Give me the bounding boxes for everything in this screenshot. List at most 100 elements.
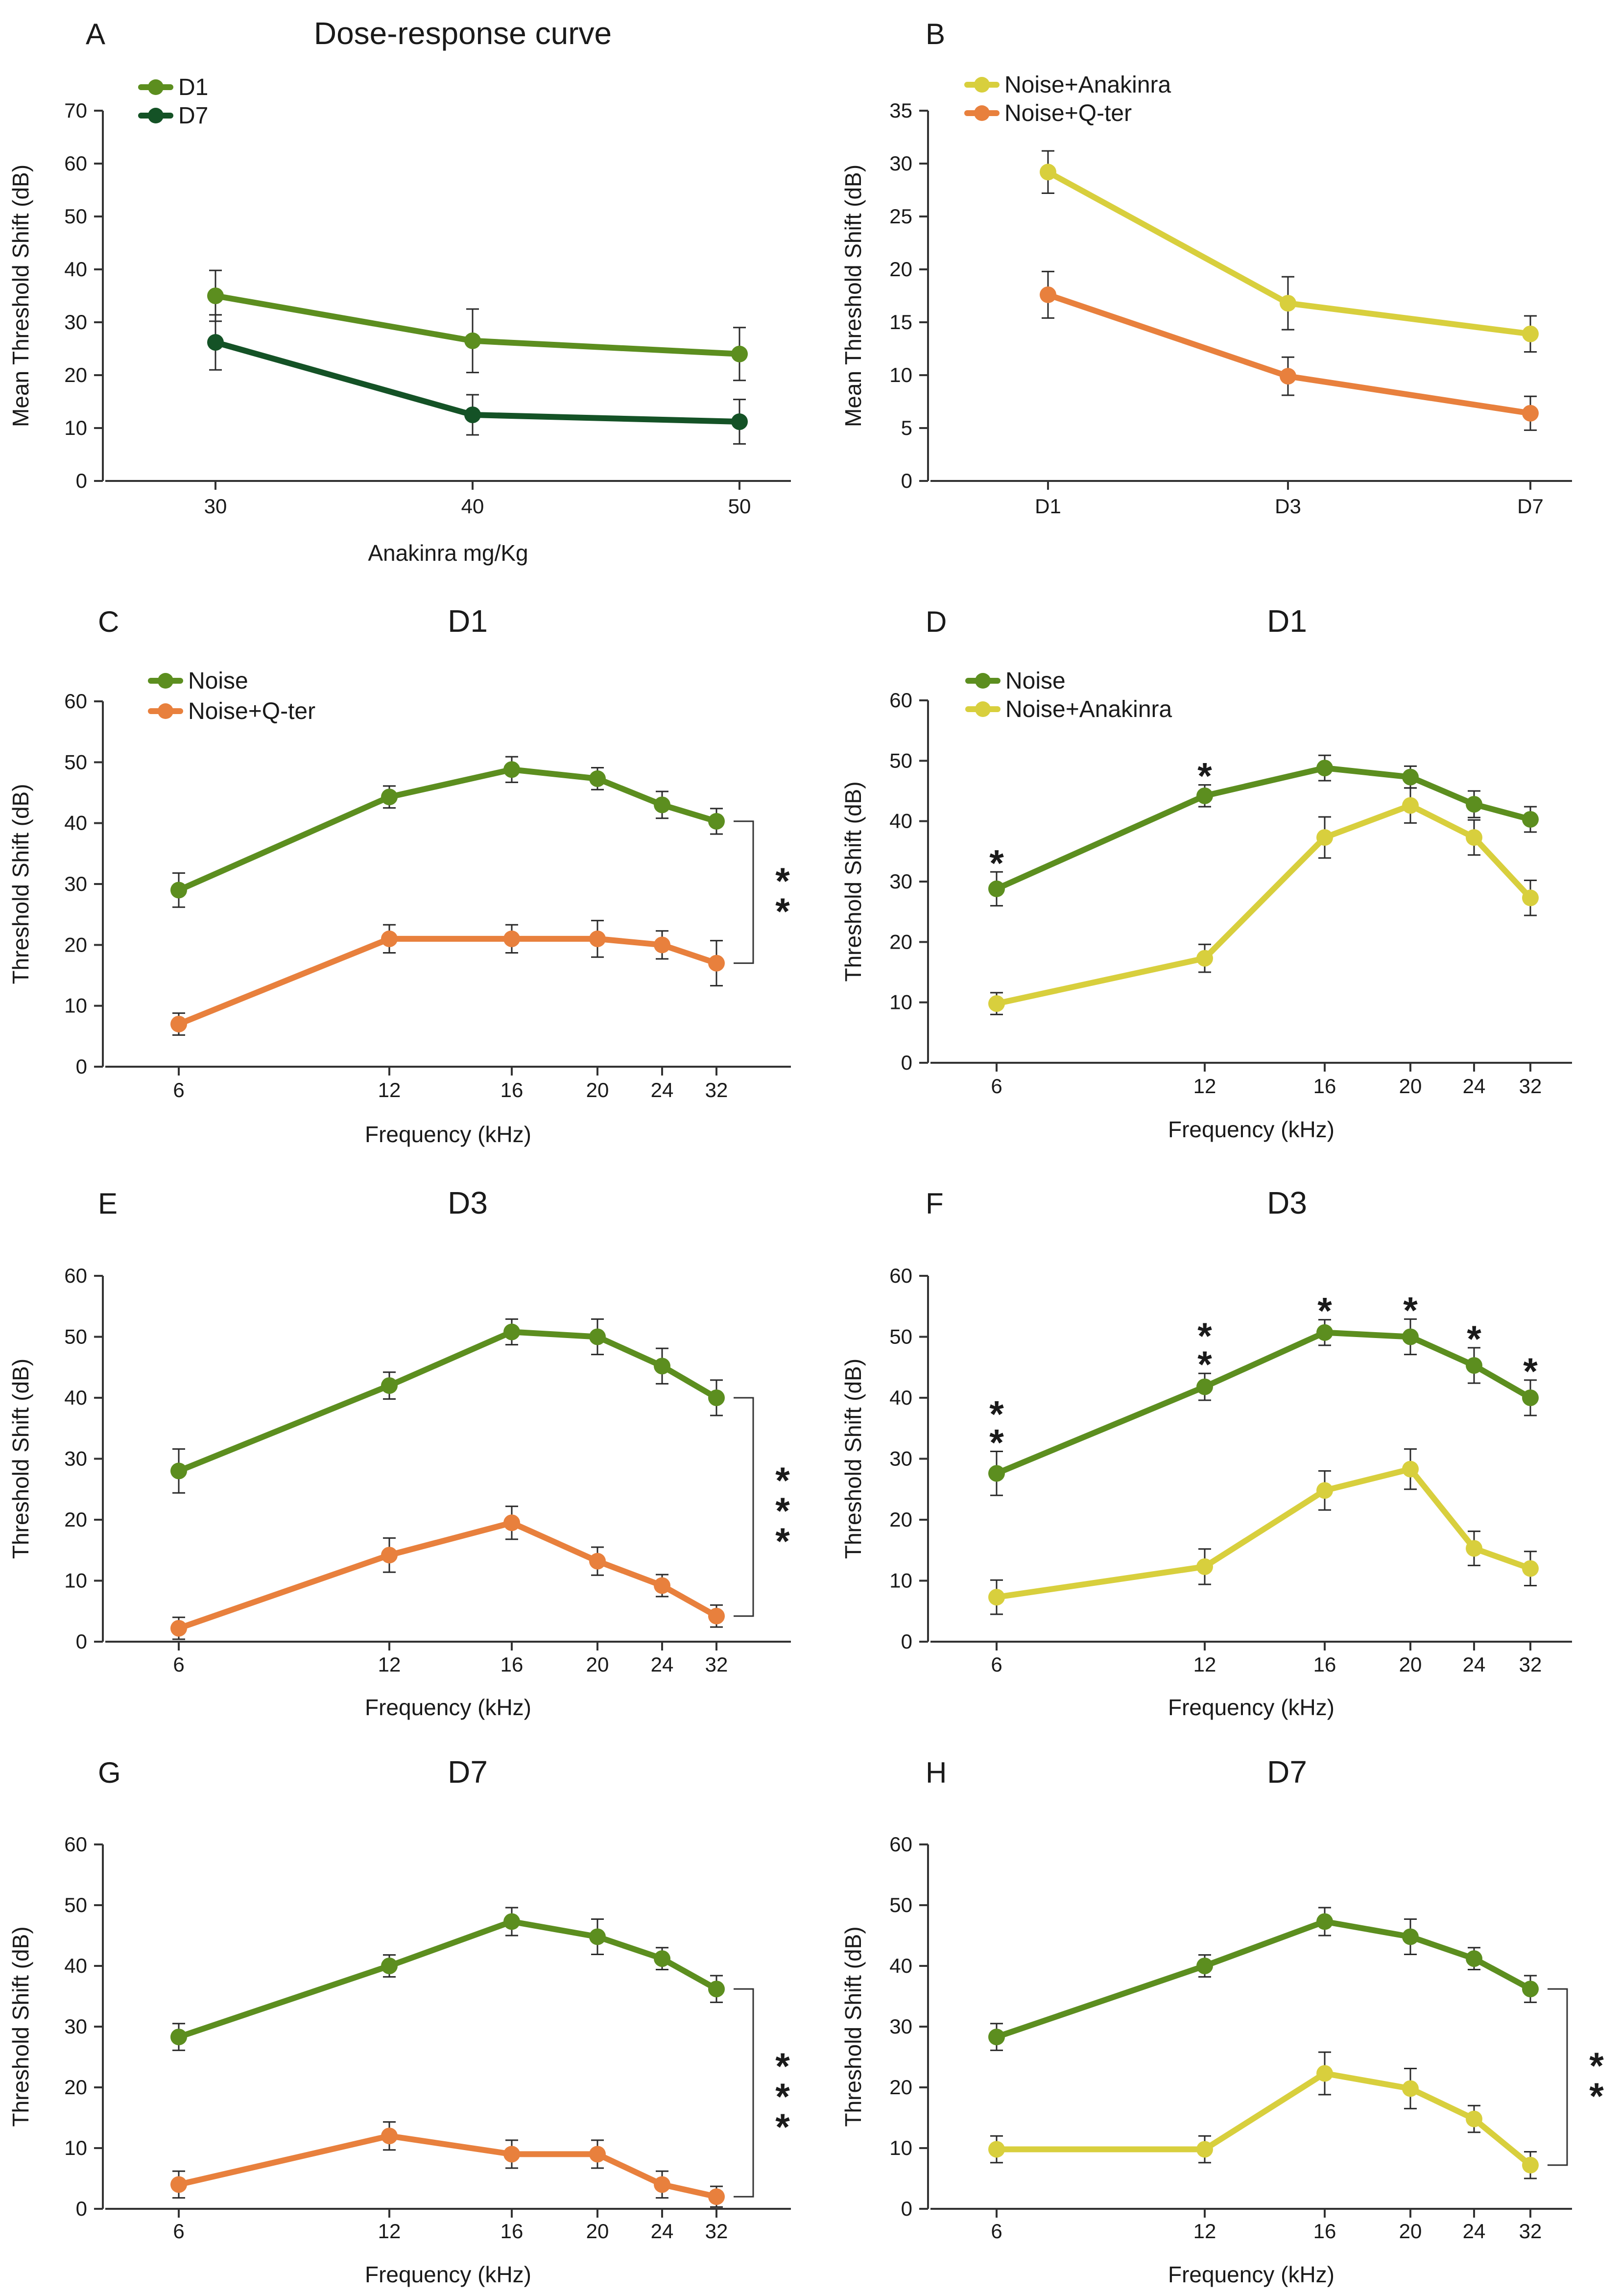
panel-a-d1-point-2 (731, 345, 748, 362)
panel-h-y-tick-label-40: 40 (889, 1954, 912, 1977)
panel-h-x-axis-label: Frequency (kHz) (1168, 2262, 1334, 2287)
panel-f-significance-24: * (1467, 1318, 1481, 1360)
panel-f-y-axis-label: Threshold Shift (dB) (840, 1359, 866, 1559)
panel-h-significance-bracket-label: ** (1589, 2045, 1604, 2117)
panel-h-noise-point-0 (988, 2029, 1005, 2046)
panel-h: H D7 0 10 20 30 40 50 60 6 12 16 20 24 32 Threshold Shi… (840, 1754, 1604, 2287)
panel-d-noise-anakinra-point-2 (1316, 829, 1333, 846)
panel-f-noise-line (994, 1329, 1533, 1477)
panel-b-y-tick-label-25: 25 (889, 205, 912, 228)
panel-a-x-tick-label-30: 30 (204, 495, 227, 518)
panel-d-title: D1 (1267, 603, 1307, 639)
panel-h-noise-anakinra-point-2 (1316, 2065, 1333, 2082)
panel-a-x-axis-label: Anakinra mg/Kg (368, 540, 528, 566)
panel-h-noise-line (994, 1918, 1533, 2040)
panel-a-y-tick-label-20: 20 (64, 363, 87, 386)
panel-b-y-tick-label-35: 35 (889, 99, 912, 122)
panel-d-legend-marker-noise-anakinra (975, 701, 991, 717)
panel-h-noise-point-3 (1402, 1928, 1419, 1945)
panel-f-y-tick-label-60: 60 (889, 1264, 912, 1287)
panel-h-noise-anakinra-point-0 (988, 2141, 1005, 2158)
significance-star: * (775, 1460, 790, 1502)
panel-e-noise-line (176, 1329, 719, 1474)
panel-c-x-axis-label: Frequency (kHz) (365, 1122, 531, 1147)
panel-f-x-tick-label-12: 12 (1193, 1653, 1216, 1676)
panel-a-x-tick-label-50: 50 (728, 495, 751, 518)
panel-c-legend-label-noise: Noise (188, 668, 248, 694)
significance-star: * (1317, 1291, 1332, 1332)
panel-c-noise-point-4 (654, 796, 670, 813)
panel-f-significance-20: * (1403, 1290, 1418, 1331)
panel-e-y-tick-label-20: 20 (64, 1508, 87, 1531)
panel-c-x-tick-label-12: 12 (378, 1078, 401, 1101)
significance-star: * (775, 2106, 790, 2148)
panel-e-noise-q-ter-point-0 (170, 1620, 187, 1637)
panel-a-y-tick-label-10: 10 (64, 416, 87, 439)
panel-h-title: D7 (1267, 1754, 1307, 1790)
panel-e-noise-q-ter-line (176, 1520, 719, 1631)
panel-b-y-tick-label-20: 20 (889, 258, 912, 281)
significance-star: * (775, 891, 790, 933)
panel-h-noise-anakinra-line (994, 2070, 1533, 2168)
significance-star: * (775, 1490, 790, 1532)
panel-f-significance-16: * (1317, 1291, 1332, 1332)
panel-b-noise-q-ter-point-2 (1522, 405, 1539, 422)
panel-d-x-tick-label-32: 32 (1519, 1075, 1542, 1098)
panel-e-noise-point-5 (708, 1389, 725, 1406)
panel-e-x-axis-label: Frequency (kHz) (365, 1695, 531, 1720)
panel-g-x-tick-label-12: 12 (378, 2220, 401, 2243)
panel-d-noise-anakinra-line (994, 802, 1533, 1007)
panel-e-noise-q-ter-point-5 (708, 1607, 725, 1625)
panel-h-x-tick-label-6: 6 (991, 2220, 1002, 2243)
panel-d-noise-anakinra-point-1 (1196, 950, 1213, 967)
panel-g-noise-q-ter-point-2 (503, 2146, 520, 2163)
panel-g-y-tick-label-60: 60 (64, 1833, 87, 1856)
panel-g-y-tick-label-40: 40 (64, 1954, 87, 1977)
panel-c-noise-line (176, 766, 719, 893)
panel-e-letter: E (98, 1187, 118, 1220)
panel-d-y-tick-label-50: 50 (889, 749, 912, 772)
significance-star: * (775, 1521, 790, 1562)
panel-a-legend-label-d1: D1 (178, 74, 208, 100)
panel-b-y-axis-label: Mean Threshold Shift (dB) (840, 165, 866, 427)
panel-d: D D1 0 10 20 30 40 50 60 6 12 16 20 24 32 Threshold Shi… (840, 603, 1572, 1142)
panel-c-significance-bracket (734, 820, 754, 964)
panel-e-y-tick-label-40: 40 (64, 1386, 87, 1409)
panel-c-noise-q-ter-point-3 (589, 930, 606, 947)
panel-g-noise-q-ter-point-1 (381, 2128, 398, 2145)
panel-d-x-tick-label-20: 20 (1399, 1075, 1422, 1098)
panel-d-noise-point-2 (1316, 760, 1333, 777)
panel-e-significance-bracket-label: *** (775, 1460, 790, 1562)
panel-f-x-tick-label-32: 32 (1519, 1653, 1542, 1676)
panel-c-noise-point-3 (589, 770, 606, 787)
panel-e-y-tick-label-50: 50 (64, 1325, 87, 1348)
panel-f-noise-anakinra-line (994, 1466, 1533, 1601)
panel-b-noise-anakinra-point-2 (1522, 325, 1539, 342)
panel-c-y-tick-label-0: 0 (76, 1055, 87, 1078)
panel-f-x-tick-label-20: 20 (1399, 1653, 1422, 1676)
panel-e-x-tick-label-12: 12 (378, 1653, 401, 1676)
panel-a: A Dose-response curve 0 10 20 30 40 50 60 70 30 40 5… (8, 16, 791, 566)
panel-c-x-tick-label-20: 20 (586, 1078, 609, 1101)
panel-d-significance-12: * (1197, 756, 1212, 797)
panel-d-noise-point-5 (1522, 811, 1539, 828)
panel-d-legend-label-noise: Noise (1005, 668, 1066, 694)
panel-f-noise-point-4 (1466, 1357, 1482, 1374)
panel-c-noise-point-1 (381, 789, 398, 806)
significance-star: * (989, 1422, 1004, 1464)
panel-f-noise-anakinra-point-4 (1466, 1540, 1482, 1557)
panel-g-noise-q-ter-point-4 (654, 2176, 670, 2193)
significance-star: * (989, 1394, 1004, 1435)
panel-c-y-tick-label-50: 50 (64, 750, 87, 773)
panel-c-noise-point-5 (708, 813, 725, 830)
panel-d-noise-anakinra-point-0 (988, 995, 1005, 1012)
panel-h-noise-anakinra-point-3 (1402, 2080, 1419, 2097)
panel-a-d1-point-1 (464, 332, 481, 349)
panel-h-letter: H (926, 1756, 947, 1789)
panel-e-y-axis-label: Threshold Shift (dB) (8, 1359, 33, 1559)
panel-e-x-tick-label-32: 32 (705, 1653, 728, 1676)
panel-d-noise-point-4 (1466, 796, 1482, 813)
panel-h-x-tick-label-12: 12 (1193, 2220, 1216, 2243)
panel-a-letter: A (86, 18, 105, 50)
panel-h-x-tick-label-32: 32 (1519, 2220, 1542, 2243)
